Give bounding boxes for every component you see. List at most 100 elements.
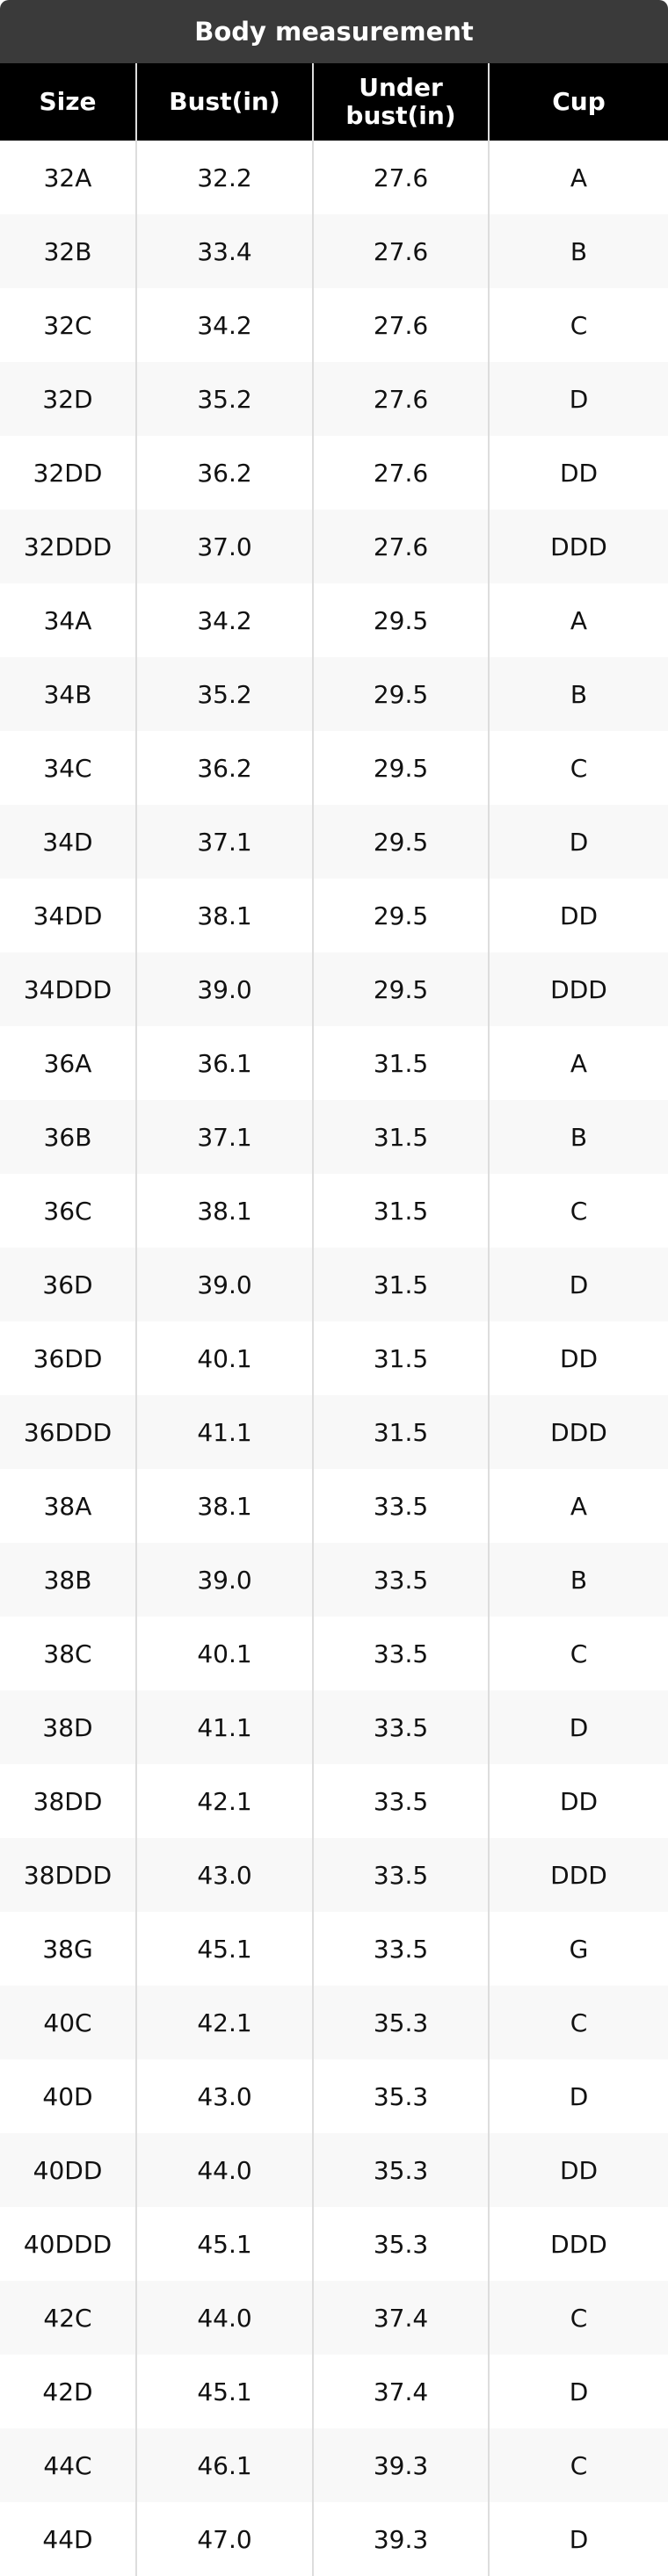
table-cell: 44.0	[135, 2133, 313, 2207]
table-cell: 37.4	[312, 2355, 489, 2428]
table-cell: C	[488, 1174, 668, 1248]
table-cell: D	[488, 1248, 668, 1321]
table-body: 32A 32.2 27.6 A 32B 33.4 27.6 B 32C 34.2 27.6 C 32D 3…	[0, 141, 668, 2576]
table-cell: 29.5	[312, 879, 489, 952]
table-cell: 32D	[0, 362, 136, 436]
table-cell: 45.1	[135, 2207, 313, 2281]
table-row: 32B 33.4 27.6 B	[0, 214, 668, 288]
table-cell: 36DDD	[0, 1395, 136, 1469]
column-header: Under bust(in)	[312, 63, 489, 141]
table-row: 34C 36.2 29.5 C	[0, 731, 668, 805]
table-cell: 36.2	[135, 731, 313, 805]
table-cell: 45.1	[135, 1912, 313, 1986]
table-cell: 36C	[43, 1196, 92, 1226]
table-cell: C	[488, 2281, 668, 2355]
table-row: 36B 37.1 31.5 B	[0, 1100, 668, 1174]
table-cell: 34DDD	[0, 952, 136, 1026]
table-row: 32DDD 37.0 27.6 DDD	[0, 510, 668, 583]
table-cell: 46.1	[135, 2428, 313, 2502]
table-row: 36C 38.1 31.5 C	[0, 1174, 668, 1248]
table-cell: 43.0	[135, 1838, 313, 1912]
table-cell: 33.5	[312, 1764, 489, 1838]
table-row: 38DD 42.1 33.5 DD	[0, 1764, 668, 1838]
column-header: Bust(in)	[135, 63, 313, 141]
table-cell: C	[488, 2428, 668, 2502]
table-cell: 38.1	[135, 879, 313, 952]
table-cell: 42C	[0, 2281, 136, 2355]
table-cell: 38B	[0, 1543, 136, 1617]
table-cell: 29.5	[312, 583, 489, 657]
table-cell: 40C	[0, 1986, 136, 2059]
table-cell: 36B	[0, 1100, 136, 1174]
table-cell: DD	[488, 436, 668, 510]
table-cell: 36.2	[135, 436, 313, 510]
table-cell: 34D	[0, 805, 136, 879]
table-row: 38C 40.1 33.5 C	[0, 1617, 668, 1690]
table-cell: C	[488, 731, 668, 805]
table-row: 34DDD 39.0 29.5 DDD	[0, 952, 668, 1026]
table-cell: 33.5	[312, 1469, 489, 1543]
table-cell: B	[488, 1100, 668, 1174]
table-cell: B	[488, 657, 668, 731]
table-cell: 34DD	[33, 901, 103, 930]
table-cell: 39.3	[312, 2502, 489, 2576]
table-title: Body measurement	[0, 0, 668, 63]
table-cell: 29.5	[312, 805, 489, 879]
table-cell: 33.5	[312, 1690, 489, 1764]
table-row: 34A 34.2 29.5 A	[0, 583, 668, 657]
table-cell: 41.1	[135, 1395, 313, 1469]
table-cell: 40DD	[0, 2133, 136, 2207]
table-cell: DD	[488, 1764, 668, 1838]
table-cell: 34B	[0, 657, 136, 731]
table-cell: 31.5	[312, 1174, 489, 1248]
table-cell: DD	[488, 1321, 668, 1395]
table-row: 36DDD 41.1 31.5 DDD	[0, 1395, 668, 1469]
table-row: 40D 43.0 35.3 D	[0, 2059, 668, 2133]
table-cell: G	[488, 1912, 668, 1986]
table-row: 40DDD 45.1 35.3 DDD	[0, 2207, 668, 2281]
table-cell: 27.6	[312, 214, 489, 288]
table-cell: 32B	[0, 214, 136, 288]
table-cell: 40D	[42, 2081, 93, 2111]
table-cell: 36D	[0, 1248, 136, 1321]
table-cell: 47.0	[135, 2502, 313, 2576]
table-cell: 33.4	[135, 214, 313, 288]
table-cell: 31.5	[312, 1100, 489, 1174]
table-cell: A	[488, 1469, 668, 1543]
table-cell: 38C	[43, 1639, 92, 1668]
table-cell: 42.1	[135, 1986, 313, 2059]
table-cell: DDD	[488, 952, 668, 1026]
table-cell: 36.1	[135, 1026, 313, 1100]
table-cell: 38G	[42, 1934, 93, 1964]
table-row: 44D 47.0 39.3 D	[0, 2502, 668, 2576]
table-cell: 37.4	[312, 2281, 489, 2355]
table-row: 40DD 44.0 35.3 DD	[0, 2133, 668, 2207]
column-header: Cup	[488, 63, 668, 141]
table-cell: 34C	[43, 753, 92, 783]
table-cell: 35.3	[312, 2133, 489, 2207]
table-cell: A	[488, 141, 668, 214]
table-cell: DD	[488, 2133, 668, 2207]
table-cell: C	[488, 1617, 668, 1690]
table-cell: B	[488, 1543, 668, 1617]
table-row: 32D 35.2 27.6 D	[0, 362, 668, 436]
table-cell: 27.6	[312, 436, 489, 510]
table-cell: 44C	[0, 2428, 136, 2502]
table-cell: 29.5	[312, 952, 489, 1026]
table-cell: D	[488, 2502, 668, 2576]
table-cell: 40.1	[135, 1617, 313, 1690]
table-cell: 35.3	[312, 2207, 489, 2281]
table-cell: 27.6	[312, 141, 489, 214]
table-cell: 39.0	[135, 952, 313, 1026]
table-cell: 39.3	[312, 2428, 489, 2502]
table-cell: 44.0	[135, 2281, 313, 2355]
table-cell: 32.2	[135, 141, 313, 214]
table-row: 34D 37.1 29.5 D	[0, 805, 668, 879]
table-row: 38D 41.1 33.5 D	[0, 1690, 668, 1764]
table-cell: 29.5	[312, 657, 489, 731]
measurement-table: Size Bust(in) Under bust(in) Cup 32A 32.2 27.…	[0, 63, 668, 2576]
table-cell: 37.1	[135, 805, 313, 879]
table-cell: 38D	[0, 1690, 136, 1764]
